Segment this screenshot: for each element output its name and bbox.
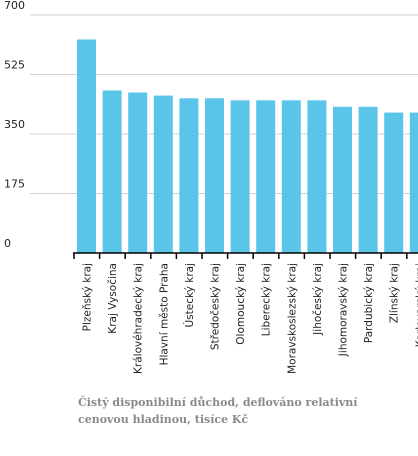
x-tick-label: Středočeský kraj [210,263,222,350]
bar-2 [128,92,148,254]
x-tick-label: Karlovarský kraj [414,263,418,347]
x-tick-label: Jihočeský kraj [312,263,324,336]
bar-6 [230,100,250,253]
x-tick-label: Olomoucký kraj [235,263,247,345]
bar-12 [384,112,404,253]
x-tick-label: Ústecký kraj [183,263,196,328]
bar-13 [409,112,418,253]
x-tick-label: Královéhradecký kraj [133,263,145,374]
bar-10 [333,106,352,253]
bar-8 [281,100,301,253]
y-tick-label: 175 [4,178,25,191]
x-axis-ticks: Plzeňský kraj Kraj Vysočina Královéhradeck… [73,253,418,374]
y-axis-ticks: 0 175 350 525 700 [4,0,25,250]
bar-9 [307,100,327,253]
y-tick-label: 0 [4,237,11,250]
bar-0 [77,39,96,254]
x-tick-label: Jihomoravský kraj [338,263,350,357]
x-tick-label: Kraj Vysočina [107,263,119,334]
x-tick-label: Liberecký kraj [261,263,273,336]
y-tick-label: 700 [4,0,25,12]
bar-3 [153,95,173,253]
x-tick-label: Zlínský kraj [389,263,401,323]
x-tick-label: Moravskoslezský kraj [286,263,298,374]
y-tick-label: 350 [4,118,25,131]
bar-11 [358,106,378,253]
x-tick-label: Pardubický kraj [363,263,375,343]
bar-5 [205,98,224,253]
x-tick-label: Hlavní město Praha [158,263,170,365]
bar-4 [179,98,199,253]
bar-chart: 0 175 350 525 700 Plzeňský kraj Kraj Vysočina… [4,0,418,374]
chart-caption: Čistý disponibilní důchod, deflováno rel… [78,396,358,426]
bar-1 [102,90,122,253]
y-tick-label: 525 [4,59,25,72]
x-tick-label: Plzeňský kraj [82,263,94,331]
bars [77,39,418,254]
bar-7 [256,100,276,253]
